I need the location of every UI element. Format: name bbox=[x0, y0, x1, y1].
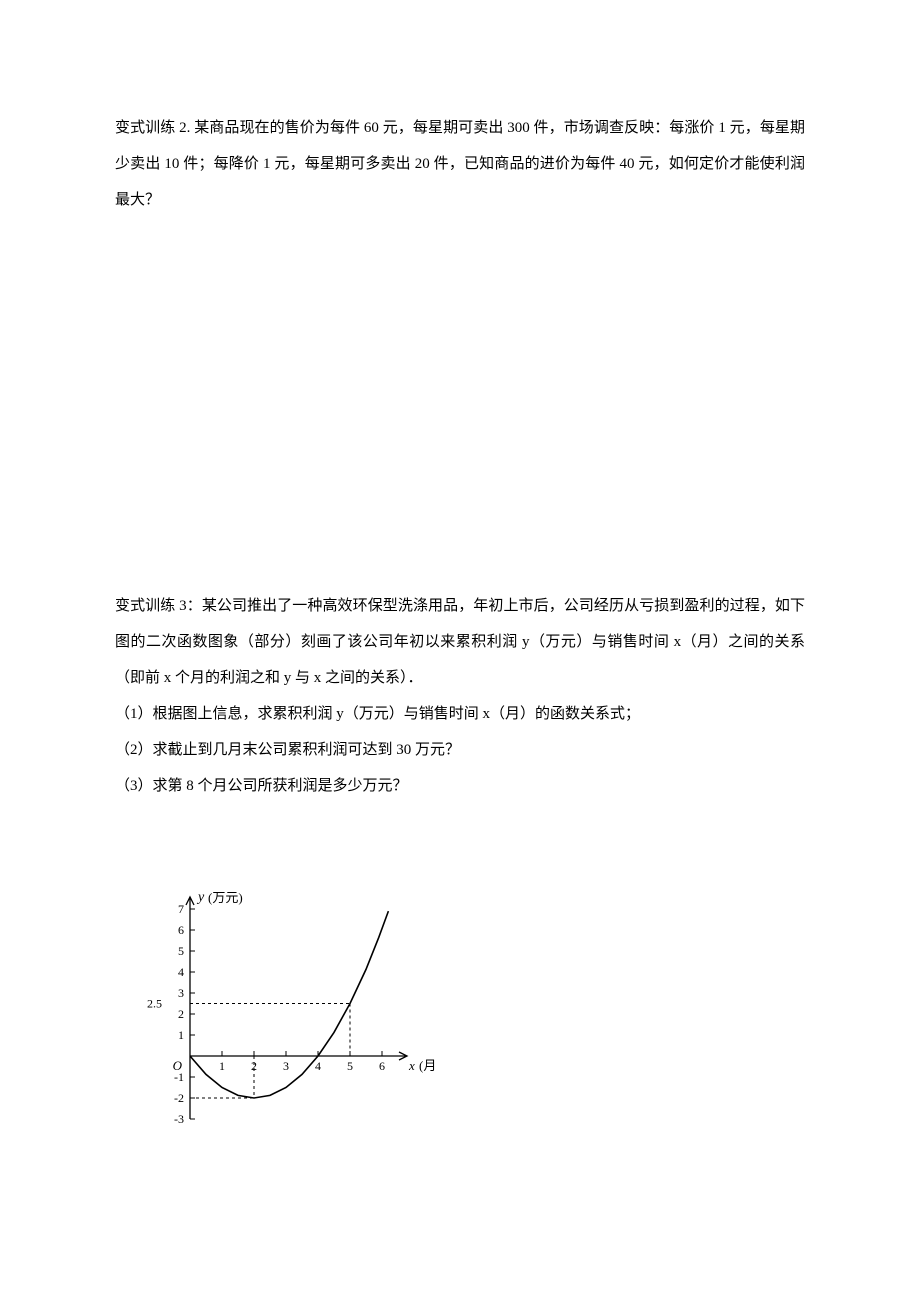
svg-text:x: x bbox=[408, 1058, 415, 1073]
svg-text:y: y bbox=[196, 890, 205, 905]
svg-text:(月): (月) bbox=[419, 1058, 435, 1073]
svg-text:3: 3 bbox=[178, 986, 184, 1000]
svg-text:1: 1 bbox=[219, 1059, 225, 1073]
svg-text:4: 4 bbox=[315, 1059, 321, 1073]
profit-chart: -3-2-112345672.5123456Oy(万元)x(月) bbox=[115, 824, 805, 1129]
problem-3-q3: （3）求第 8 个月公司所获利润是多少万元？ bbox=[115, 768, 805, 804]
svg-text:(万元): (万元) bbox=[208, 890, 243, 905]
svg-text:5: 5 bbox=[347, 1059, 353, 1073]
svg-text:2.5: 2.5 bbox=[147, 997, 162, 1011]
svg-text:1: 1 bbox=[178, 1028, 184, 1042]
problem-3-q1: （1）根据图上信息，求累积利润 y（万元）与销售时间 x（月）的函数关系式； bbox=[115, 696, 805, 732]
svg-text:7: 7 bbox=[178, 902, 184, 916]
problem-3-q2: （2）求截止到几月末公司累积利润可达到 30 万元？ bbox=[115, 732, 805, 768]
svg-text:O: O bbox=[173, 1058, 183, 1073]
svg-text:-2: -2 bbox=[174, 1091, 184, 1105]
svg-text:6: 6 bbox=[178, 923, 184, 937]
svg-text:2: 2 bbox=[178, 1007, 184, 1021]
svg-text:6: 6 bbox=[379, 1059, 385, 1073]
svg-text:3: 3 bbox=[283, 1059, 289, 1073]
svg-text:-3: -3 bbox=[174, 1112, 184, 1124]
problem-2-text: 变式训练 2. 某商品现在的售价为每件 60 元，每星期可卖出 300 件，市场… bbox=[115, 110, 805, 218]
svg-text:5: 5 bbox=[178, 944, 184, 958]
problem-3-intro: 变式训练 3：某公司推出了一种高效环保型洗涤用品，年初上市后，公司经历从亏损到盈… bbox=[115, 588, 805, 696]
spacer bbox=[115, 218, 805, 588]
svg-text:4: 4 bbox=[178, 965, 184, 979]
